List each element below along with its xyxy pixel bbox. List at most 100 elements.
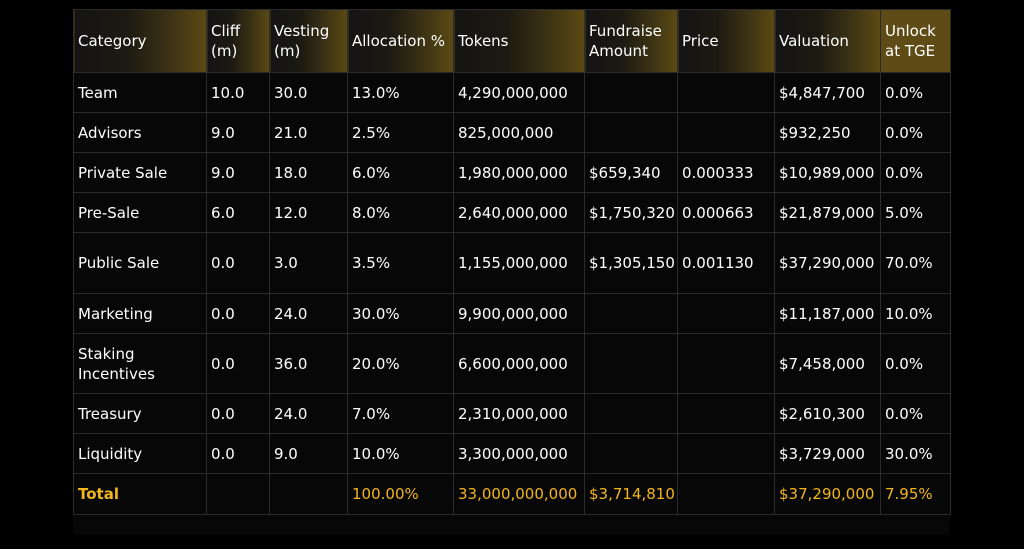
cell-cliff: 9.0 — [206, 152, 270, 193]
cell-fundraise: $659,340 — [584, 152, 678, 193]
header-price: Price — [677, 9, 775, 73]
cell-tokens: 825,000,000 — [453, 112, 585, 153]
cell-price — [677, 393, 775, 434]
cell-fundraise — [584, 333, 678, 394]
cell-allocation: 13.0% — [347, 72, 454, 113]
cell-fundraise — [584, 393, 678, 434]
cell-unlock: 10.0% — [880, 293, 951, 334]
cell-allocation: 7.0% — [347, 393, 454, 434]
cell-price: 0.000333 — [677, 152, 775, 193]
table-row: Treasury 0.0 24.0 7.0% 2,310,000,000 $2,… — [73, 393, 951, 434]
cell-valuation: $2,610,300 — [774, 393, 881, 434]
header-cliff: Cliff (m) — [206, 9, 270, 73]
tokenomics-table: Category Cliff (m) Vesting (m) Allocatio… — [73, 9, 951, 515]
header-row: Category Cliff (m) Vesting (m) Allocatio… — [73, 9, 951, 73]
cell-valuation: $4,847,700 — [774, 72, 881, 113]
cell-category: Advisors — [73, 112, 207, 153]
cell-cliff: 10.0 — [206, 72, 270, 113]
table-row: Pre-Sale 6.0 12.0 8.0% 2,640,000,000 $1,… — [73, 192, 951, 233]
cell-tokens: 9,900,000,000 — [453, 293, 585, 334]
cell-unlock: 0.0% — [880, 393, 951, 434]
cell-allocation: 2.5% — [347, 112, 454, 153]
cell-category: Public Sale — [73, 232, 207, 294]
header-vesting: Vesting (m) — [269, 9, 348, 73]
cell-vesting: 12.0 — [269, 192, 348, 233]
cell-allocation: 30.0% — [347, 293, 454, 334]
cell-tokens: 1,980,000,000 — [453, 152, 585, 193]
cell-vesting: 18.0 — [269, 152, 348, 193]
cell-unlock: 0.0% — [880, 112, 951, 153]
cell-unlock: 30.0% — [880, 433, 951, 474]
cell-cliff: 0.0 — [206, 232, 270, 294]
cell-cliff: 0.0 — [206, 393, 270, 434]
cell-valuation: $37,290,000 — [774, 232, 881, 294]
cell-fundraise — [584, 112, 678, 153]
cell-category: Liquidity — [73, 433, 207, 474]
cell-fundraise: $1,750,320 — [584, 192, 678, 233]
cell-unlock: 0.0% — [880, 333, 951, 394]
cell-category: Team — [73, 72, 207, 113]
cell-unlock: 5.0% — [880, 192, 951, 233]
cell-cliff: 0.0 — [206, 333, 270, 394]
total-price — [677, 473, 775, 515]
total-tokens: 33,000,000,000 — [453, 473, 585, 515]
cell-allocation: 8.0% — [347, 192, 454, 233]
cell-tokens: 2,310,000,000 — [453, 393, 585, 434]
header-fundraise: Fundraise Amount — [584, 9, 678, 73]
cell-allocation: 10.0% — [347, 433, 454, 474]
cell-tokens: 6,600,000,000 — [453, 333, 585, 394]
cell-price — [677, 72, 775, 113]
cell-valuation: $3,729,000 — [774, 433, 881, 474]
total-unlock: 7.95% — [880, 473, 951, 515]
cell-allocation: 3.5% — [347, 232, 454, 294]
cell-valuation: $11,187,000 — [774, 293, 881, 334]
cell-price — [677, 293, 775, 334]
total-cliff — [206, 473, 270, 515]
cell-allocation: 20.0% — [347, 333, 454, 394]
header-tokens: Tokens — [453, 9, 585, 73]
total-valuation: $37,290,000 — [774, 473, 881, 515]
total-label: Total — [73, 473, 207, 515]
cell-category: Private Sale — [73, 152, 207, 193]
cell-tokens: 4,290,000,000 — [453, 72, 585, 113]
table-row: Team 10.0 30.0 13.0% 4,290,000,000 $4,84… — [73, 72, 951, 113]
cell-allocation: 6.0% — [347, 152, 454, 193]
cell-valuation: $932,250 — [774, 112, 881, 153]
cell-valuation: $21,879,000 — [774, 192, 881, 233]
cell-tokens: 1,155,000,000 — [453, 232, 585, 294]
cell-unlock: 0.0% — [880, 72, 951, 113]
table-row: Public Sale 0.0 3.0 3.5% 1,155,000,000 $… — [73, 232, 951, 294]
cell-price — [677, 433, 775, 474]
cell-valuation: $10,989,000 — [774, 152, 881, 193]
table-row: Staking Incentives 0.0 36.0 20.0% 6,600,… — [73, 333, 951, 394]
cell-tokens: 3,300,000,000 — [453, 433, 585, 474]
table-body: Team 10.0 30.0 13.0% 4,290,000,000 $4,84… — [73, 72, 951, 515]
table-header: Category Cliff (m) Vesting (m) Allocatio… — [73, 9, 951, 73]
header-allocation: Allocation % — [347, 9, 454, 73]
header-category: Category — [73, 9, 207, 73]
cell-vesting: 30.0 — [269, 72, 348, 113]
cell-category: Staking Incentives — [73, 333, 207, 394]
cell-fundraise — [584, 293, 678, 334]
total-fundraise: $3,714,810 — [584, 473, 678, 515]
table-row: Marketing 0.0 24.0 30.0% 9,900,000,000 $… — [73, 293, 951, 334]
cell-cliff: 0.0 — [206, 433, 270, 474]
total-vesting — [269, 473, 348, 515]
cell-valuation: $7,458,000 — [774, 333, 881, 394]
cell-category: Marketing — [73, 293, 207, 334]
cell-cliff: 6.0 — [206, 192, 270, 233]
cell-cliff: 9.0 — [206, 112, 270, 153]
cell-vesting: 36.0 — [269, 333, 348, 394]
cell-tokens: 2,640,000,000 — [453, 192, 585, 233]
cell-price — [677, 112, 775, 153]
table-row: Private Sale 9.0 18.0 6.0% 1,980,000,000… — [73, 152, 951, 193]
cell-vesting: 9.0 — [269, 433, 348, 474]
header-valuation: Valuation — [774, 9, 881, 73]
cell-unlock: 0.0% — [880, 152, 951, 193]
total-allocation: 100.00% — [347, 473, 454, 515]
cell-vesting: 24.0 — [269, 393, 348, 434]
cell-price: 0.001130 — [677, 232, 775, 294]
table-row: Liquidity 0.0 9.0 10.0% 3,300,000,000 $3… — [73, 433, 951, 474]
cell-category: Treasury — [73, 393, 207, 434]
total-row: Total 100.00% 33,000,000,000 $3,714,810 … — [73, 473, 951, 515]
